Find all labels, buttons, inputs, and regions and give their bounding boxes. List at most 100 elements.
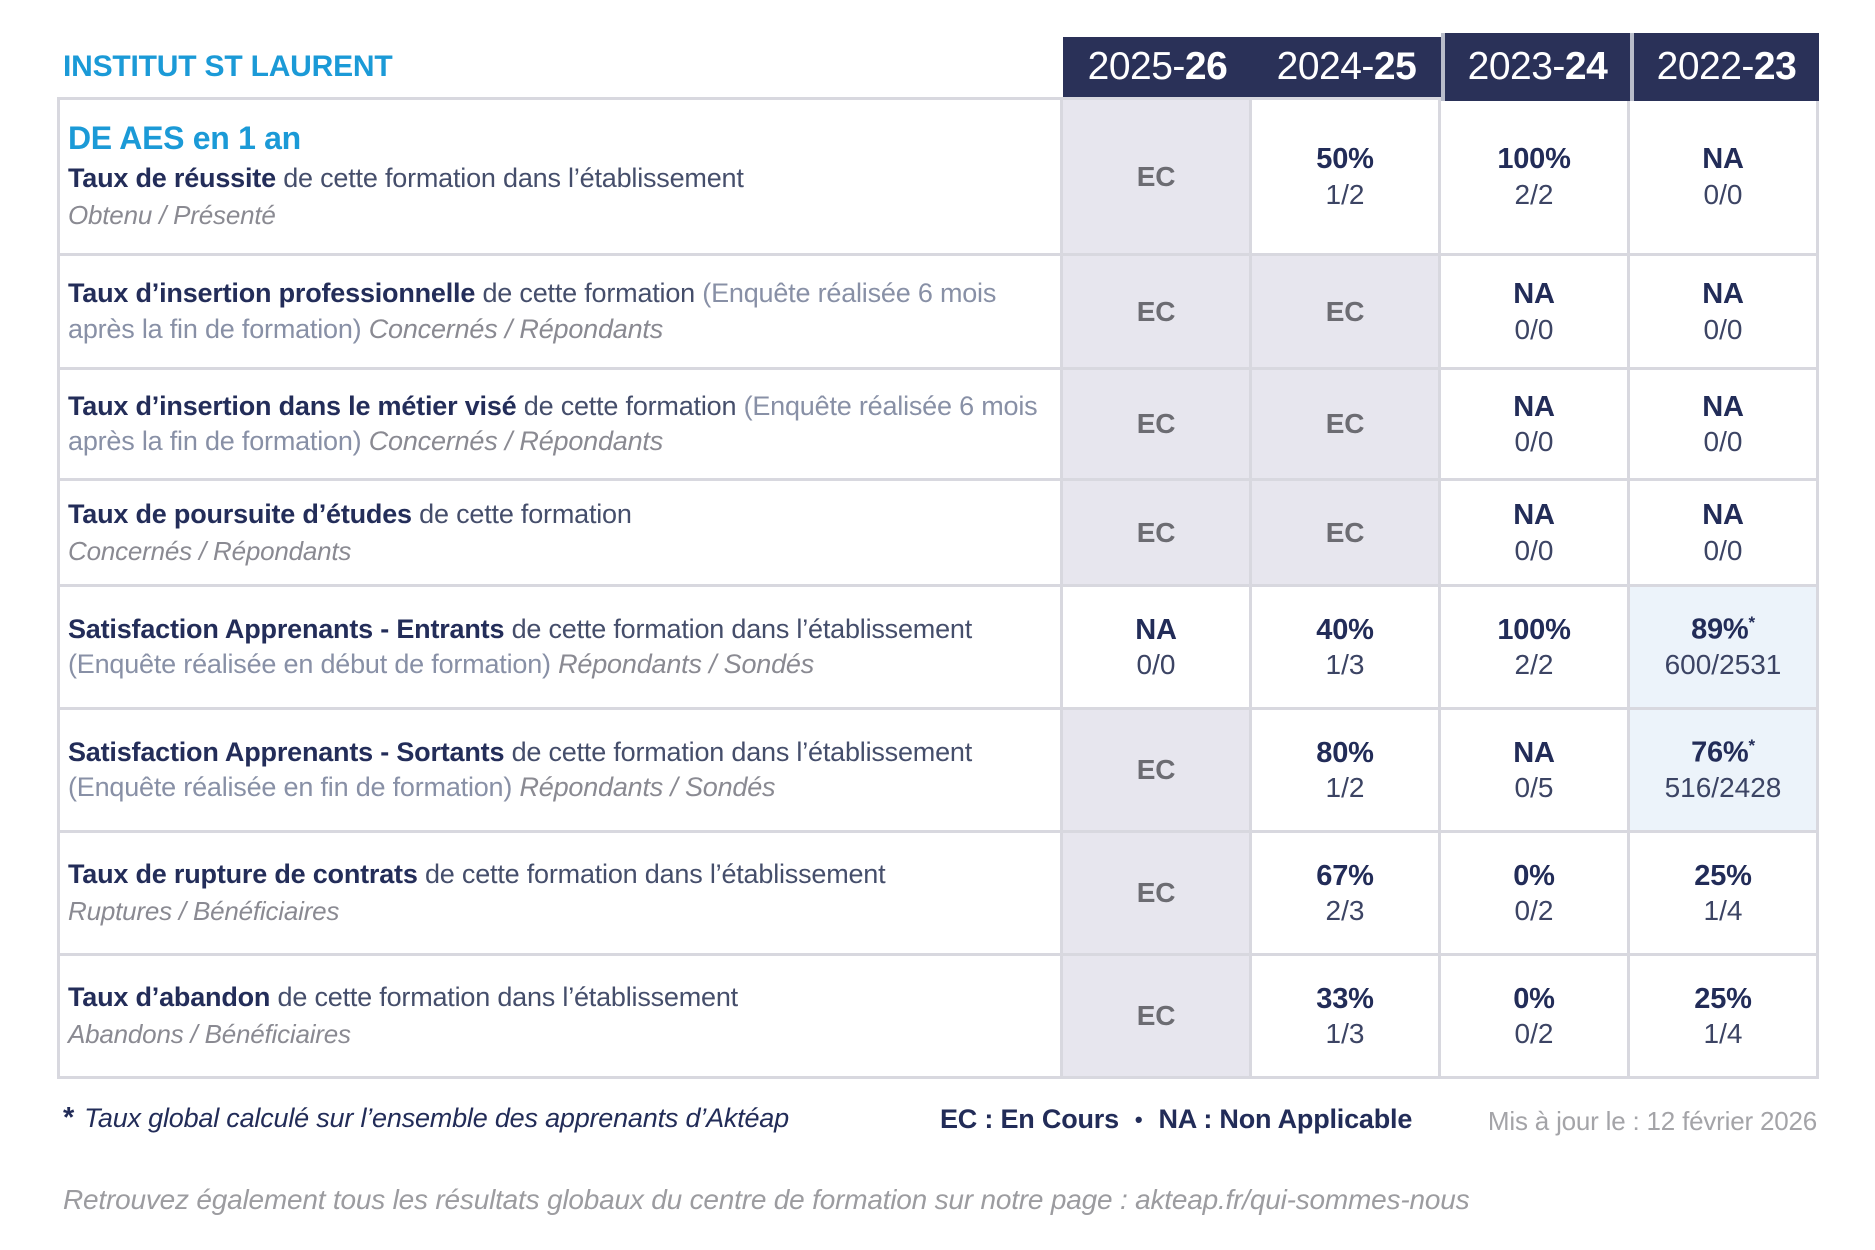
row-title-line: Taux d’abandon de cette formation dans l… (68, 980, 1044, 1015)
stat-cell: NA 0/0 (1060, 587, 1249, 707)
row-label: Taux de rupture de contrats de cette for… (60, 833, 1060, 953)
row-desc: de cette formation dans l’établissement (270, 982, 739, 1013)
asterisk-footnote-text: Taux global calculé sur l’ensemble des a… (84, 1103, 789, 1133)
stat-value: EC (1325, 408, 1365, 440)
stat-cell: NA 0/0 (1438, 370, 1627, 478)
row-title-line: Taux de rupture de contrats de cette for… (68, 857, 1044, 892)
row-paren: (Enquête réalisée en début de formation) (68, 649, 559, 679)
stat-cell: EC (1060, 481, 1249, 584)
row-paren: (Enquête réalisée 6 mois après la fin de… (68, 278, 997, 344)
stat-fraction: 2/2 (1514, 649, 1554, 681)
row-title-line: Taux d’insertion professionnelle de cett… (68, 276, 1044, 346)
stat-value: 67% (1316, 859, 1374, 892)
row-title: Taux de réussite (68, 163, 276, 194)
row-desc: de cette formation dans l’établissement (275, 163, 744, 194)
stat-cell: EC (1249, 370, 1438, 478)
bullet-separator: • (1134, 1106, 1143, 1132)
stat-fraction: 2/2 (1514, 178, 1554, 210)
year-column-2025-26: 2025-26 (1063, 45, 1252, 89)
row-desc: de cette formation (475, 278, 703, 309)
row-subnote-inline: Concernés / Répondants (368, 313, 664, 344)
abbreviation-legend: EC : En Cours • NA : Non Applicable (940, 1104, 1412, 1135)
stat-value: EC (1136, 295, 1176, 327)
year-prefix: 2022- (1656, 45, 1755, 88)
row-subnote: Obtenu / Présenté (68, 200, 276, 231)
legend-na: NA : Non Applicable (1158, 1104, 1413, 1134)
stat-cell: 80% 1/2 (1249, 710, 1438, 830)
stat-fraction: 0/0 (1703, 426, 1743, 458)
stat-cell: 67% 2/3 (1249, 833, 1438, 953)
year-header-left-block: 2025-26 2024-25 (1063, 37, 1441, 97)
row-subnote: Abandons / Bénéficiaires (68, 1019, 351, 1050)
footer-link-line: Retrouvez également tous les résultats g… (63, 1184, 1470, 1215)
row-title-line: Satisfaction Apprenants - Sortants de ce… (68, 735, 1044, 805)
stat-cell: NA 0/5 (1438, 710, 1627, 830)
stat-cell: EC (1249, 256, 1438, 367)
stat-cell: EC (1060, 833, 1249, 953)
stat-fraction: 1/4 (1703, 1018, 1743, 1050)
stat-cell: EC (1249, 481, 1438, 584)
stat-value: 0% (1513, 859, 1555, 892)
institute-name: INSTITUT ST LAURENT (63, 50, 393, 83)
stat-cell: 25% 1/4 (1627, 956, 1816, 1076)
row-title-line: Satisfaction Apprenants - Entrants de ce… (68, 612, 1044, 682)
stat-cell: EC (1060, 956, 1249, 1076)
stat-value: EC (1325, 295, 1365, 327)
asterisk-symbol: * (63, 1102, 75, 1134)
stat-cell: EC (1060, 710, 1249, 830)
stat-cell: 0% 0/2 (1438, 833, 1627, 953)
row-paren: (Enquête réalisée en fin de formation) (68, 772, 520, 802)
row-title: Taux de rupture de contrats (68, 859, 418, 890)
stat-value: EC (1136, 408, 1176, 440)
year-column-2024-25: 2024-25 (1252, 45, 1441, 89)
row-title: Taux d’abandon (68, 982, 271, 1013)
stat-value: NA (1702, 278, 1744, 311)
row-label: Taux d’insertion professionnelle de cett… (60, 256, 1060, 367)
stat-cell: NA 0/0 (1627, 100, 1816, 253)
row-title: Taux d’insertion professionnelle (68, 278, 476, 309)
year-prefix: 2025- (1087, 45, 1186, 88)
last-updated: Mis à jour le : 12 février 2026 (1487, 1106, 1817, 1136)
stat-cell: 33% 1/3 (1249, 956, 1438, 1076)
indicators-table: DE AES en 1 an Taux de réussite de cette… (57, 97, 1819, 1079)
stat-fraction: 1/2 (1325, 772, 1365, 804)
row-subnote: Concernés / Répondants (68, 535, 352, 566)
stat-cell: NA 0/0 (1627, 481, 1816, 584)
stat-cell: EC (1060, 100, 1249, 253)
row-paren: (Enquête réalisée 6 mois après la fin de… (68, 390, 1038, 456)
row-label: DE AES en 1 an Taux de réussite de cette… (60, 100, 1060, 253)
stat-cell: NA 0/0 (1627, 256, 1816, 367)
legend-ec: EC : En Cours (940, 1104, 1119, 1134)
stat-cell: 100% 2/2 (1438, 100, 1627, 253)
stat-value: 40% (1316, 613, 1374, 646)
stat-cell: NA 0/0 (1438, 256, 1627, 367)
stat-cell: EC (1060, 256, 1249, 367)
stat-value: 100% (1497, 613, 1571, 646)
row-desc: de cette formation dans l’établissement (417, 859, 886, 890)
row-title-line: Taux d’insertion dans le métier visé de … (68, 389, 1044, 459)
table-row: Satisfaction Apprenants - Entrants de ce… (60, 584, 1816, 707)
stat-value: NA (1702, 390, 1744, 423)
table-row: Taux d’insertion dans le métier visé de … (60, 367, 1816, 478)
row-desc: de cette formation (411, 498, 632, 529)
asterisk-footnote: * Taux global calculé sur l’ensemble des … (63, 1102, 789, 1135)
stat-fraction: 1/3 (1325, 1018, 1365, 1050)
stat-value: 100% (1497, 143, 1571, 176)
stat-value: NA (1513, 499, 1555, 532)
stat-fraction: 1/4 (1703, 895, 1743, 927)
row-title: Taux d’insertion dans le métier visé (68, 390, 517, 421)
stat-cell: NA 0/0 (1438, 481, 1627, 584)
table-row: Taux d’insertion professionnelle de cett… (60, 253, 1816, 367)
stat-fraction: 2/3 (1325, 895, 1365, 927)
stat-value: NA (1513, 390, 1555, 423)
stat-cell: NA 0/0 (1627, 370, 1816, 478)
stat-value: 76%* (1691, 736, 1755, 769)
stat-cell: 100% 2/2 (1438, 587, 1627, 707)
table-row: Satisfaction Apprenants - Sortants de ce… (60, 707, 1816, 830)
stat-cell: 40% 1/3 (1249, 587, 1438, 707)
stat-value: 80% (1316, 736, 1374, 769)
stat-value: EC (1325, 516, 1365, 548)
year-suffix: 25 (1373, 45, 1417, 88)
stat-fraction: 600/2531 (1664, 649, 1782, 681)
